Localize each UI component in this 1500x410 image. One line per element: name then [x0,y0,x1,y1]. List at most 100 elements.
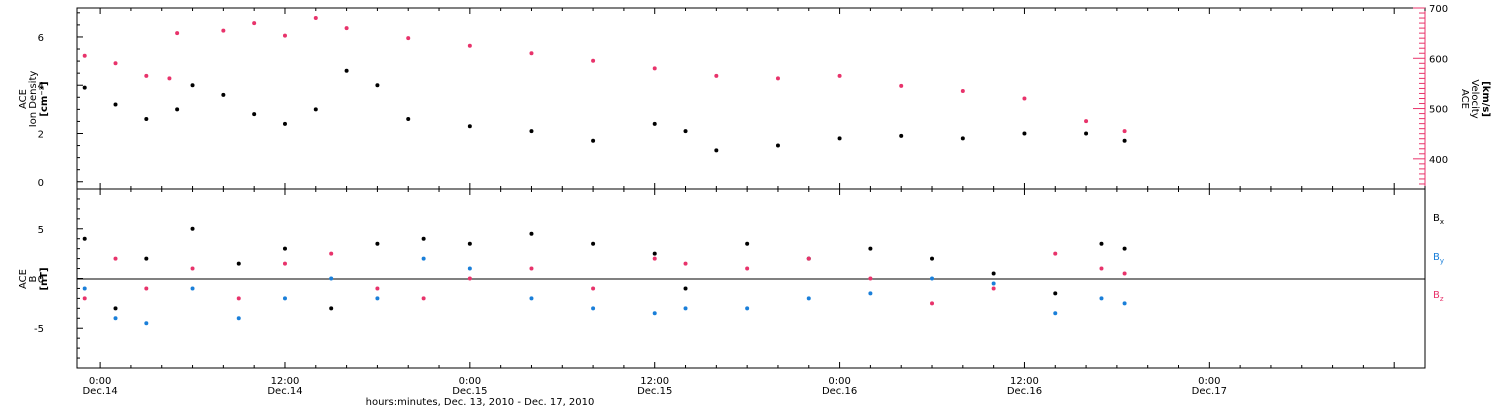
velocity-point [175,31,180,36]
velocity-point [1022,96,1027,101]
density-axis-label-2: Ion Density [28,71,39,128]
b-field-legend: Bx By Bz [1433,213,1444,303]
bx-point [144,256,149,261]
bx-point [82,236,87,241]
by-point [806,296,811,301]
density-point [683,129,688,134]
by-point [190,286,195,291]
velocity-tick-label: 400 [1429,155,1448,166]
bz-point [1122,271,1127,276]
by-point [529,296,534,301]
bx-point [868,246,873,251]
x-tick-label-date: Dec.16 [822,386,857,397]
bx-point [1053,291,1058,296]
axis-ticks: 0:00Dec.1412:00Dec.140:00Dec.1512:00Dec.… [34,4,1448,397]
bx-point [745,241,750,246]
velocity-point [1084,119,1089,124]
velocity-point [313,16,318,21]
by-point [467,266,472,271]
velocity-point [652,66,657,71]
bz-point [683,261,688,266]
bz-point [806,256,811,261]
density-point [82,85,87,90]
density-point [775,143,780,148]
velocity-point [144,73,149,78]
velocity-tick-label: 600 [1429,54,1448,65]
bz-point [1053,251,1058,256]
bz-point [467,276,472,281]
x-tick-label-time: 12:00 [1010,376,1039,387]
velocity-point [1122,129,1127,134]
velocity-axis-unit: [km/s] [1480,81,1491,117]
velocity-tick-label: 700 [1429,4,1448,15]
bx-point [1099,241,1104,246]
legend-bz: Bz [1433,290,1444,303]
bz-point [329,251,334,256]
by-point [236,316,241,321]
by-point [1099,296,1104,301]
density-point [899,133,904,138]
velocity-axis-label-2: Velocity [1469,79,1480,118]
x-tick-label-time: 12:00 [271,376,300,387]
velocity-point [529,51,534,56]
b-field-tick-label: 5 [38,225,44,236]
density-point [1084,131,1089,136]
bz-point [236,296,241,301]
by-point [144,321,149,326]
by-point [868,291,873,296]
density-tick-label: 2 [38,129,44,140]
by-point [421,256,426,261]
density-point [252,112,257,117]
by-point [282,296,287,301]
data-points [82,16,1127,326]
x-tick-label-date: Dec.14 [267,386,302,397]
velocity-axis-title: ACE Velocity [km/s] [1459,79,1491,118]
density-tick-label: 4 [38,81,44,92]
density-point [837,136,842,141]
density-axis-unit: [cm⁻³] [39,81,50,116]
density-point [1122,138,1127,143]
bx-point [467,241,472,246]
by-point [82,286,87,291]
b-field-axis-label-2: B [28,275,39,282]
bz-point [991,286,996,291]
by-point [591,306,596,311]
bx-point [930,256,935,261]
bz-point [82,296,87,301]
bx-point [1122,246,1127,251]
x-tick-label-time: 0:00 [1198,376,1220,387]
by-point [1053,311,1058,316]
legend-by: By [1433,252,1444,265]
panel-1-frame [76,7,1426,190]
x-tick-label-time: 12:00 [640,376,669,387]
b-field-tick-label: -5 [34,324,44,335]
velocity-point [344,26,349,31]
density-point [144,117,149,122]
bx-point [683,286,688,291]
by-point [991,281,996,286]
density-point [406,117,411,122]
density-tick-label: 6 [38,33,44,44]
by-point [329,276,334,281]
bz-point [282,261,287,266]
by-point [745,306,750,311]
legend-bx: Bx [1433,213,1444,226]
velocity-point [406,36,411,41]
density-point [1022,131,1027,136]
density-point [221,92,226,97]
velocity-point [221,28,226,33]
velocity-point [899,83,904,88]
bz-point [144,286,149,291]
bx-point [236,261,241,266]
velocity-point [837,73,842,78]
bx-point [282,246,287,251]
density-point [529,129,534,134]
velocity-point [167,76,172,81]
x-tick-label-time: 0:00 [459,376,481,387]
x-tick-label-time: 0:00 [89,376,111,387]
b-field-axis-label-1: ACE [18,269,29,289]
velocity-point [467,43,472,48]
density-point [652,121,657,126]
density-point [375,83,380,88]
density-point [113,102,118,107]
